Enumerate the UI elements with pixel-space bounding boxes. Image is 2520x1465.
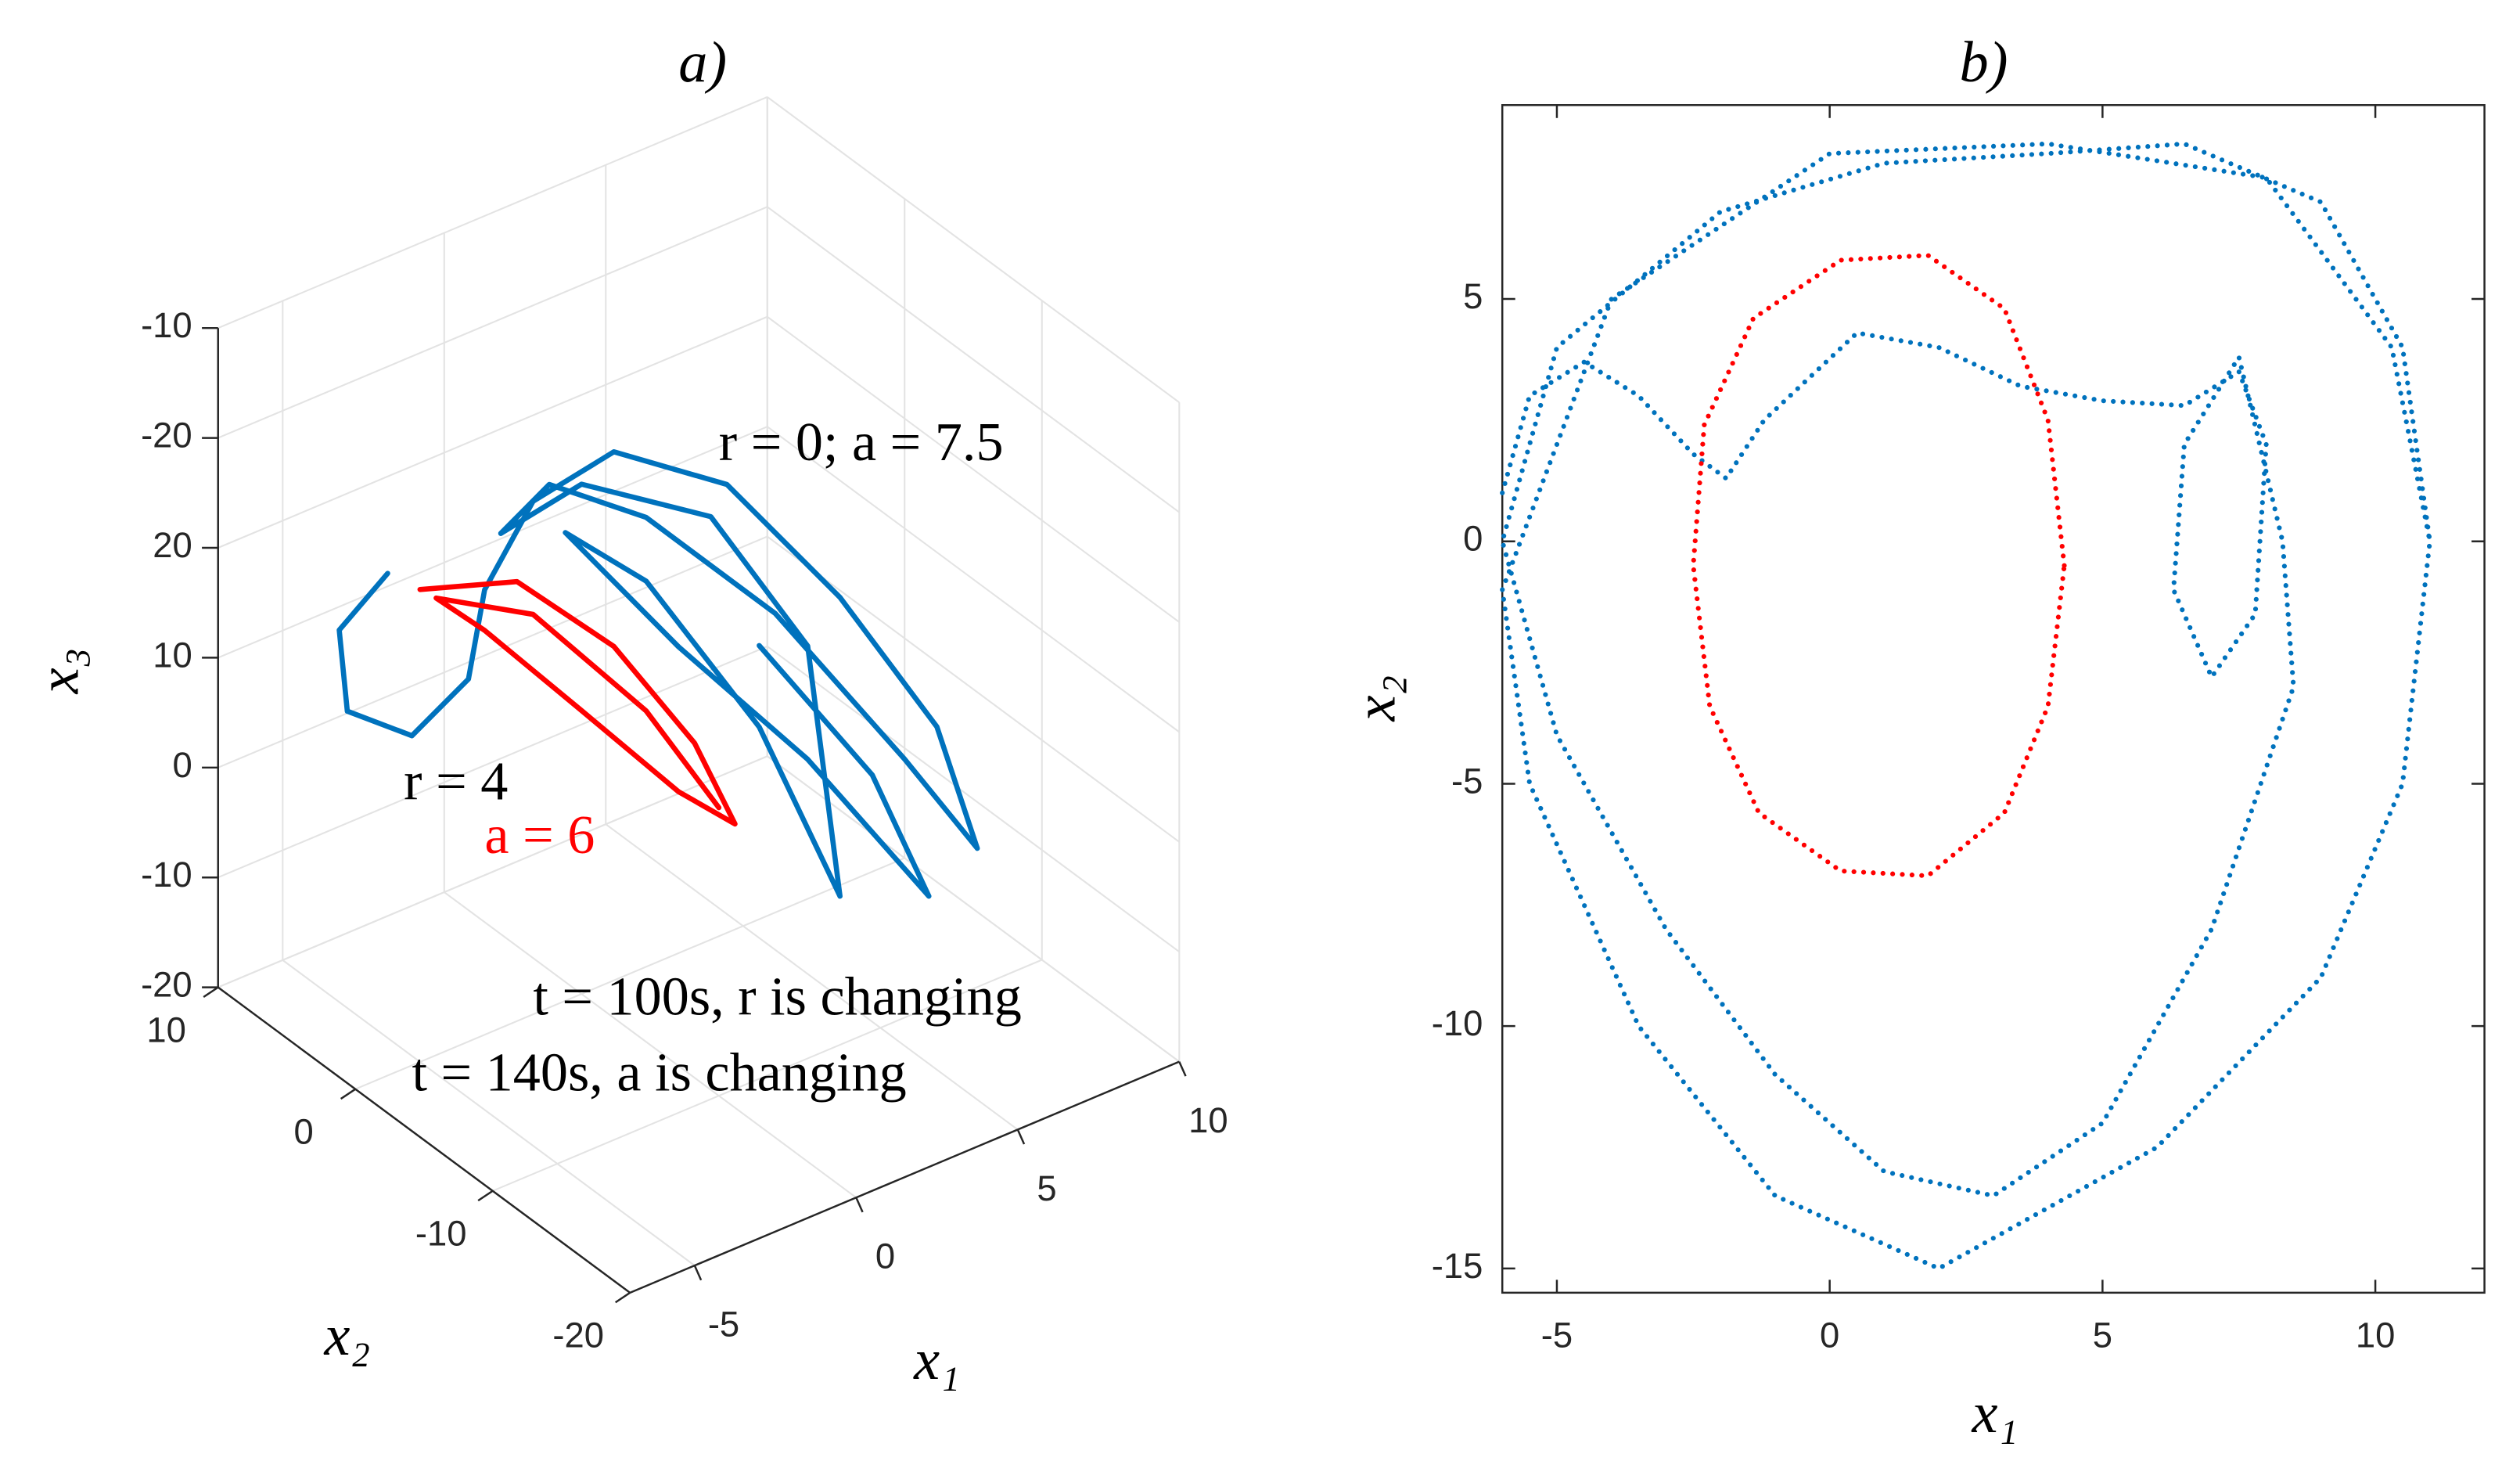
tick-mark <box>1178 1061 1187 1077</box>
x3-axis-label: x₃ <box>27 647 92 694</box>
x-tick-label: -5 <box>1541 1316 1573 1355</box>
y-tick-label: -5 <box>1451 761 1483 801</box>
annotation: r = 4 <box>404 751 508 812</box>
grid-line <box>282 959 696 1266</box>
dotted-trajectory <box>1691 253 2067 879</box>
grid-line <box>217 315 768 549</box>
grid-line <box>767 206 1180 513</box>
grid-line <box>767 646 1180 953</box>
trajectory <box>336 449 980 899</box>
x-tick-label: -5 <box>708 1305 739 1344</box>
tick-mark <box>855 1197 864 1213</box>
x1-axis-label: x₁ <box>1972 1381 2019 1445</box>
z-tick-label: -20 <box>141 416 192 455</box>
x-tick-label: 5 <box>2093 1316 2112 1355</box>
grid-line <box>217 755 768 988</box>
annotation: t = 140s, a is changing <box>412 1042 907 1103</box>
grid-line <box>217 426 768 659</box>
tick-mark <box>477 1190 494 1202</box>
annotation: r = 0; a = 7.5 <box>719 412 1004 473</box>
grid-line <box>767 315 1180 623</box>
z-tick-label: 10 <box>153 635 192 675</box>
axis-line <box>629 1060 1180 1294</box>
x-tick-label: 5 <box>1037 1168 1056 1208</box>
z-tick-label: -20 <box>141 965 192 1005</box>
y-tick-label: 10 <box>146 1010 186 1049</box>
trajectory <box>417 578 738 827</box>
grid-line <box>605 823 1019 1131</box>
y-tick-label: 0 <box>294 1112 314 1152</box>
grid-line <box>767 96 1180 404</box>
tick-mark <box>340 1088 356 1100</box>
grid-line <box>767 535 1180 843</box>
grid-line <box>354 857 905 1090</box>
panel-b-title: b) <box>1960 31 2008 95</box>
dotted-trajectory <box>1499 141 2432 1272</box>
annotation: t = 100s, r is changing <box>533 966 1021 1027</box>
annotation: a = 6 <box>484 804 595 866</box>
y-tick-label: -15 <box>1432 1246 1483 1286</box>
z-tick-label: 0 <box>172 745 192 785</box>
grid-line <box>444 891 857 1199</box>
x-tick-label: 0 <box>1820 1316 1839 1355</box>
x-tick-label: 0 <box>875 1236 895 1276</box>
y-tick-label: 0 <box>1463 519 1483 559</box>
tick-mark <box>203 986 219 999</box>
z-tick-label: -10 <box>141 305 192 345</box>
tick-mark <box>614 1291 631 1304</box>
x1-axis-label: x₁ <box>913 1328 960 1392</box>
x-tick-label: 10 <box>1188 1100 1228 1140</box>
plot-frame <box>1501 104 2486 1294</box>
grid-line <box>767 426 1180 733</box>
tick-mark <box>1016 1128 1026 1145</box>
grid-line <box>492 959 1043 1192</box>
y-tick-label: -10 <box>1432 1003 1483 1043</box>
grid-line <box>217 95 768 329</box>
z-tick-label: 20 <box>153 525 192 565</box>
grid-line <box>767 755 1180 1063</box>
x2-axis-label: x₂ <box>1343 675 1407 722</box>
x-tick-label: 10 <box>2356 1316 2396 1355</box>
x2-axis-label: x₂ <box>323 1304 370 1368</box>
y-tick-label: -20 <box>552 1316 604 1355</box>
y-tick-label: -10 <box>415 1214 467 1254</box>
z-tick-label: -10 <box>141 855 192 894</box>
grid-line <box>217 645 768 879</box>
y-tick-label: 5 <box>1463 276 1483 316</box>
axis-line <box>217 986 631 1294</box>
grid-line <box>217 535 768 768</box>
grid-line <box>217 206 768 439</box>
tick-mark <box>693 1265 703 1281</box>
panel-a-title: a) <box>678 31 727 95</box>
